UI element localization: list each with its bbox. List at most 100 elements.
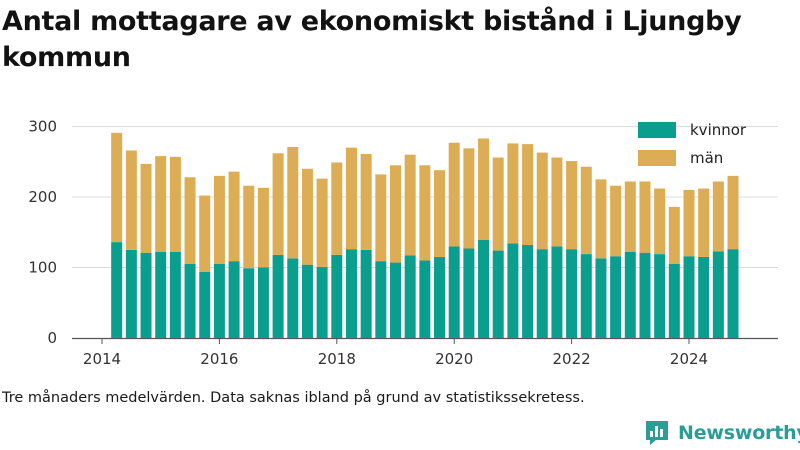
bar-kvinnor (639, 252, 651, 338)
x-axis: 2014 2016 2018 2020 2022 2024 (83, 338, 708, 368)
bar-man (213, 175, 225, 264)
bar-man (360, 153, 372, 250)
bar-man (140, 163, 152, 253)
bar-chart-speech-bubble-icon (646, 421, 668, 445)
bar-man (228, 171, 240, 262)
bar-man (712, 181, 724, 252)
bar-man (668, 206, 680, 264)
chart-title: Antal mottagare av ekonomiskt bistånd i … (2, 6, 742, 73)
bar-kvinnor (257, 267, 269, 338)
y-tick-label: 300 (28, 118, 57, 136)
bar-man (345, 147, 357, 250)
bar-man (492, 157, 504, 251)
bar-man (698, 188, 710, 257)
bar-kvinnor (492, 250, 504, 338)
bar-man (125, 150, 137, 250)
bar-kvinnor (125, 249, 137, 338)
bar-kvinnor (228, 261, 240, 338)
bar-man (536, 152, 548, 250)
bar-kvinnor (375, 261, 387, 338)
bar-man (169, 156, 181, 252)
bar-man (522, 144, 534, 245)
bar-man (375, 174, 387, 262)
bar-kvinnor (184, 263, 196, 338)
bar-kvinnor (668, 263, 680, 338)
bar-man (434, 170, 446, 257)
x-tick-label: 2024 (670, 350, 708, 368)
legend-swatch-kvinnor (638, 122, 676, 138)
bar-man (419, 165, 431, 261)
bar-kvinnor (169, 251, 181, 338)
bar-kvinnor (419, 260, 431, 338)
bars (111, 132, 739, 338)
bar-man (654, 188, 666, 255)
bar-kvinnor (463, 248, 475, 338)
bar-man (257, 187, 269, 268)
bar-man (155, 156, 167, 252)
bar-kvinnor (301, 264, 313, 338)
legend: kvinnor män (638, 121, 747, 167)
bar-kvinnor (624, 251, 636, 338)
bar-kvinnor (536, 249, 548, 338)
x-tick-label: 2018 (318, 350, 356, 368)
bar-kvinnor (272, 254, 284, 338)
bar-kvinnor (140, 252, 152, 338)
bar-kvinnor (698, 256, 710, 338)
y-axis: 0 100 200 300 (28, 118, 57, 348)
bar-kvinnor (316, 266, 328, 338)
bar-man (478, 138, 490, 241)
bar-kvinnor (522, 244, 534, 338)
bar-man (199, 195, 211, 272)
bar-kvinnor (595, 258, 607, 338)
bar-man (580, 166, 592, 255)
bar-kvinnor (580, 254, 592, 338)
bar-chart: 0 100 200 300 2014 2016 2018 2020 2022 2024 kvin… (28, 118, 778, 368)
bar-kvinnor (199, 271, 211, 338)
bar-kvinnor (551, 246, 563, 338)
bar-kvinnor (213, 263, 225, 338)
bar-man (566, 161, 578, 250)
bar-man (111, 132, 123, 243)
bar-kvinnor (610, 256, 622, 338)
bar-kvinnor (727, 249, 739, 338)
bar-kvinnor (434, 256, 446, 338)
bar-man (331, 162, 343, 255)
bar-kvinnor (155, 251, 167, 338)
bar-man (551, 157, 563, 247)
bar-kvinnor (507, 243, 519, 338)
bar-man (301, 168, 313, 265)
bar-kvinnor (287, 258, 299, 338)
x-tick-label: 2022 (553, 350, 591, 368)
bar-man (287, 146, 299, 259)
legend-label-kvinnor: kvinnor (690, 121, 747, 139)
bar-kvinnor (712, 251, 724, 338)
bar-man (316, 178, 328, 267)
bar-man (463, 148, 475, 249)
y-tick-label: 100 (28, 259, 57, 277)
bar-man (243, 185, 255, 269)
bar-kvinnor (243, 268, 255, 338)
brand-name: Newsworthy (678, 422, 800, 444)
bar-man (639, 181, 651, 253)
bar-man (404, 154, 416, 256)
x-tick-label: 2020 (435, 350, 473, 368)
bar-kvinnor (448, 246, 460, 338)
bar-man (624, 181, 636, 252)
bar-man (683, 189, 695, 257)
bar-man (272, 153, 284, 255)
x-tick-label: 2016 (200, 350, 238, 368)
x-tick-label: 2014 (83, 350, 121, 368)
bar-kvinnor (683, 256, 695, 338)
legend-swatch-man (638, 150, 676, 166)
bar-kvinnor (331, 254, 343, 338)
bar-man (595, 179, 607, 259)
bar-kvinnor (654, 254, 666, 338)
legend-label-man: män (690, 149, 723, 167)
y-tick-label: 200 (28, 188, 57, 206)
footnote: Tre månaders medelvärden. Data saknas ib… (2, 390, 585, 406)
bar-kvinnor (345, 249, 357, 338)
bar-kvinnor (404, 255, 416, 338)
bar-kvinnor (111, 242, 123, 338)
bar-kvinnor (478, 240, 490, 338)
bar-kvinnor (360, 249, 372, 338)
